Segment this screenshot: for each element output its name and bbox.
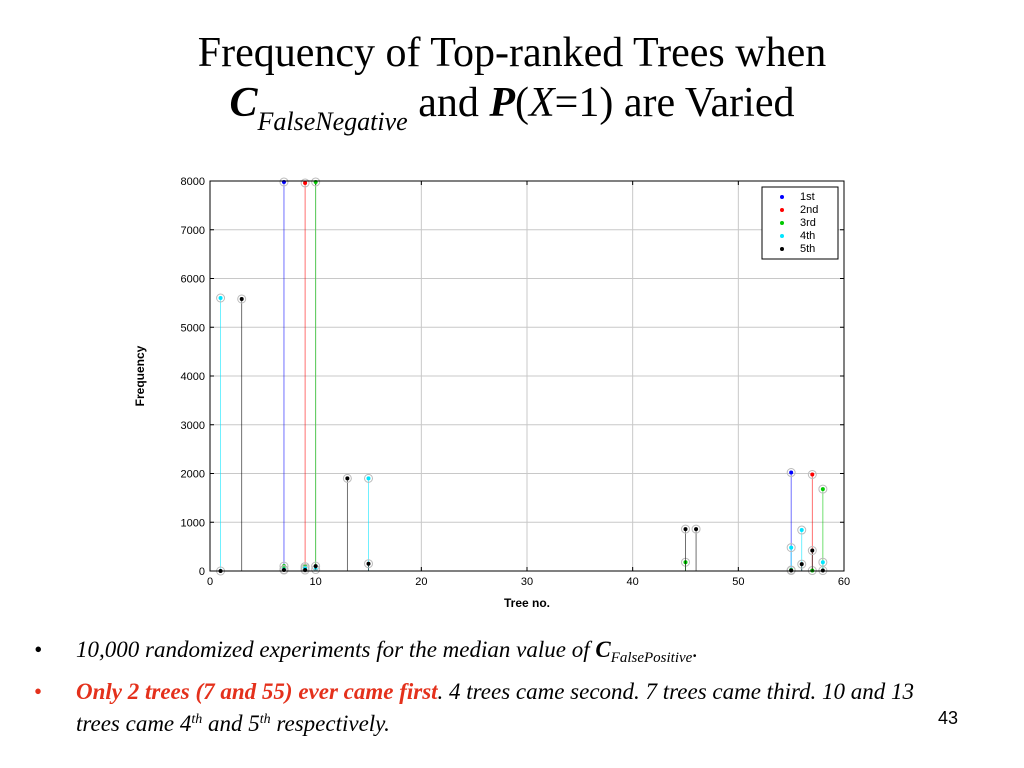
bullet-2-sup-1: th [191,712,203,727]
stem-marker-ring [364,473,373,483]
title-line-2: CFalseNegative and P(X=1) are Varied [0,78,1024,147]
title-and: and [407,80,490,126]
stem-marker [366,561,371,566]
stem-marker-ring [364,559,373,569]
stem-marker [345,476,350,481]
stem-marker-ring [279,565,289,575]
stem-marker-ring [818,484,828,494]
stem-marker-ring [797,525,807,535]
x-tick-label: 20 [415,576,427,588]
stem-marker [694,527,699,532]
x-tick-label: 40 [627,576,639,588]
stem-marker [303,180,308,185]
stem-marker-ring [342,473,352,483]
x-tick-label: 10 [310,576,322,588]
page-number: 43 [938,708,959,728]
bullet-1-text: 10,000 randomized experiments for the me… [76,637,596,662]
bullet-2-sup-2: th [259,712,271,727]
slide-title: Frequency of Top-ranked Trees when CFals… [0,28,1024,147]
stem-marker-ring [786,543,796,553]
bullet-dot: • [34,637,43,662]
bullet-item-1: • 10,000 randomized experiments for the … [30,636,930,672]
axis-ticks: 0 10 20 30 40 50 60 0 1000 2000 3000 4000 5000 6000 70… [181,176,851,588]
legend-marker [780,234,784,238]
stem-marker [683,527,688,532]
bullet-2-text-a: . 4 trees came second. 7 trees came thir… [76,679,915,736]
y-axis-label: Frequency [133,345,147,406]
legend-marker [780,195,784,199]
y-tick-label: 6000 [181,274,205,286]
title-subscript: FalseNegative [257,107,408,136]
legend-marker [780,221,784,225]
stem-marker-ring [797,559,807,569]
bullet-1-end: . [692,637,699,662]
axes-frame [209,180,845,572]
stem-marker [789,545,794,550]
y-tick-label: 8000 [181,176,205,188]
y-tick-label: 1000 [181,517,205,529]
bullet-2-highlight: Only 2 trees (7 and 55) ever came first [76,679,438,704]
stem-marker-ring [786,468,796,478]
legend-marker [780,247,784,251]
stem-marker-ring [237,294,247,304]
y-tick-label: 0 [199,566,205,578]
stem-marker-ring [807,469,817,479]
bullet-item-2: • Only 2 trees (7 and 55) ever came firs… [30,678,930,738]
x-tick-label: 60 [838,576,850,588]
title-X: X [529,80,555,126]
legend-label: 4th [800,230,815,242]
stem-marker-ring [311,561,321,571]
y-tick-label: 3000 [181,420,205,432]
title-paren: ( [515,80,530,126]
legend-box [761,186,839,260]
stem-marker [366,476,371,481]
stem-marker [799,528,804,533]
x-tick-label: 30 [521,576,533,588]
stem-marker-ring [691,524,701,534]
bullet-1-C: C [595,637,611,662]
title-C: C [229,80,258,126]
stem-marker-ring [300,565,310,575]
bullet-dot: • [34,679,43,704]
stem-marker [820,487,825,492]
stem-marker-ring [681,524,690,534]
bullet-2-text-c: respectively. [270,711,390,736]
stem-marker-ring [807,546,817,556]
stem-marker [313,564,318,569]
legend-label: 5th [800,243,815,255]
title-rest: =1) are Varied [554,80,795,126]
y-tick-label: 4000 [181,371,205,383]
legend-label: 3rd [800,217,816,229]
bullet-list: • 10,000 randomized experiments for the … [30,636,930,744]
bullet-1-subscript: FalsePositive [610,650,693,666]
title-P: P [489,80,516,126]
y-tick-label: 5000 [181,322,205,334]
x-axis-label: Tree no. [504,596,550,610]
stem-marker [789,470,794,475]
legend-label: 1st [800,191,815,203]
stem-marker [799,562,804,567]
stem-marker-ring [279,177,289,187]
stem-chart: 0 10 20 30 40 50 60 0 1000 2000 3000 4000 5000 6000 70… [133,176,851,610]
legend-label: 2nd [800,204,818,216]
stem-marker-ring [216,293,226,303]
x-tick-label: 0 [207,576,213,588]
x-tick-label: 50 [732,576,744,588]
stem-marker [218,296,223,300]
data-stems [216,177,828,576]
stem-marker [810,548,815,553]
legend-marker [780,208,784,212]
y-tick-label: 2000 [181,469,205,481]
title-line-1: Frequency of Top-ranked Trees when [197,30,827,76]
y-tick-label: 7000 [181,225,205,237]
stem-marker-ring [300,178,310,188]
stem-marker [810,472,815,477]
stem-marker [820,560,825,565]
stem-marker-ring [311,177,321,187]
bullet-2-text-b: and 5 [202,711,260,736]
stem-marker [239,296,244,301]
